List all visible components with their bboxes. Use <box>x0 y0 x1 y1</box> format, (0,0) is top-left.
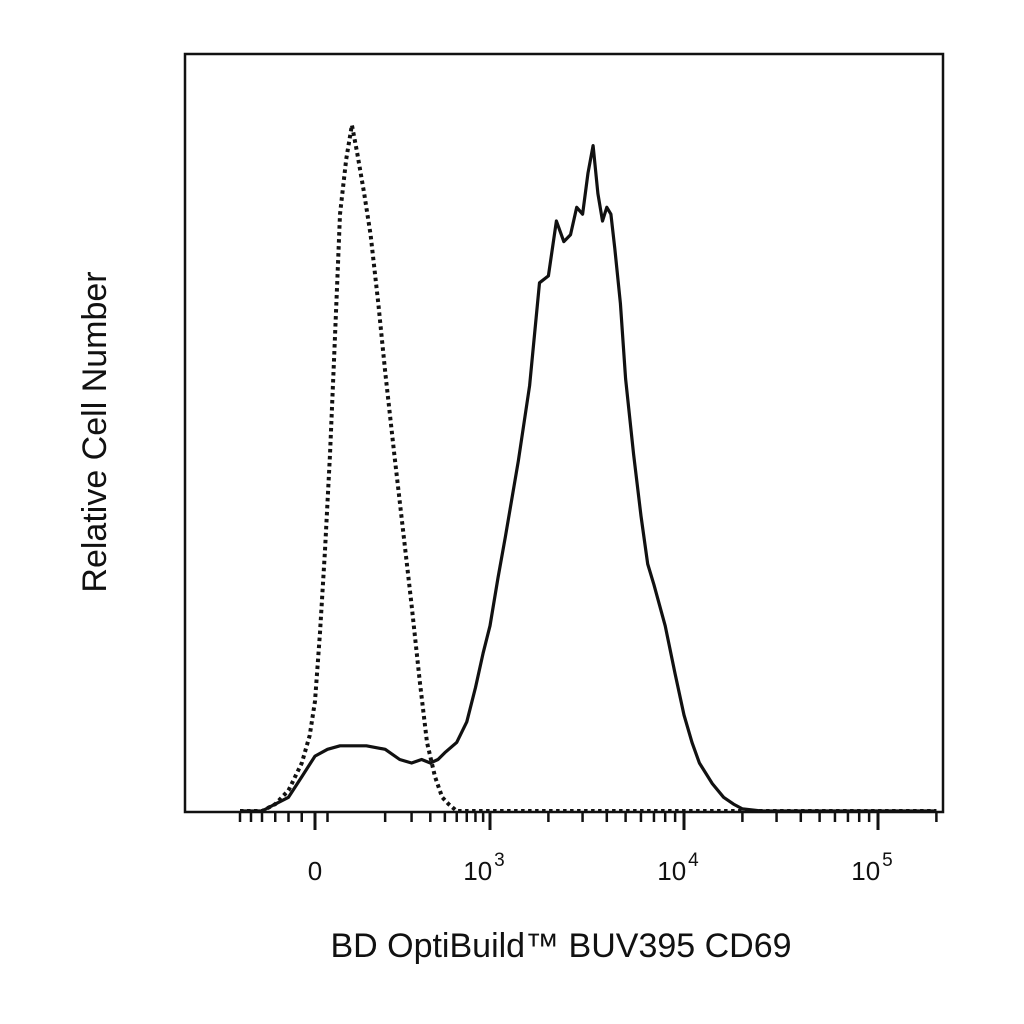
control-histogram-line <box>240 123 937 813</box>
major-ticks <box>313 812 880 830</box>
minor-ticks <box>238 812 938 822</box>
x-tick-labels: 0 10 3 10 4 10 5 <box>308 850 893 886</box>
x-tick-label: 10 3 <box>463 850 505 886</box>
x-tick-label: 10 4 <box>657 850 699 886</box>
x-axis-title: BD OptiBuild™ BUV395 CD69 <box>330 927 791 965</box>
x-tick-label: 0 <box>308 856 322 886</box>
x-tick-label: 10 5 <box>851 850 893 886</box>
y-axis-title: Relative Cell Number <box>76 271 114 592</box>
plot-frame <box>183 52 945 814</box>
cd69-histogram-line <box>240 144 937 813</box>
series-layer <box>240 123 937 813</box>
